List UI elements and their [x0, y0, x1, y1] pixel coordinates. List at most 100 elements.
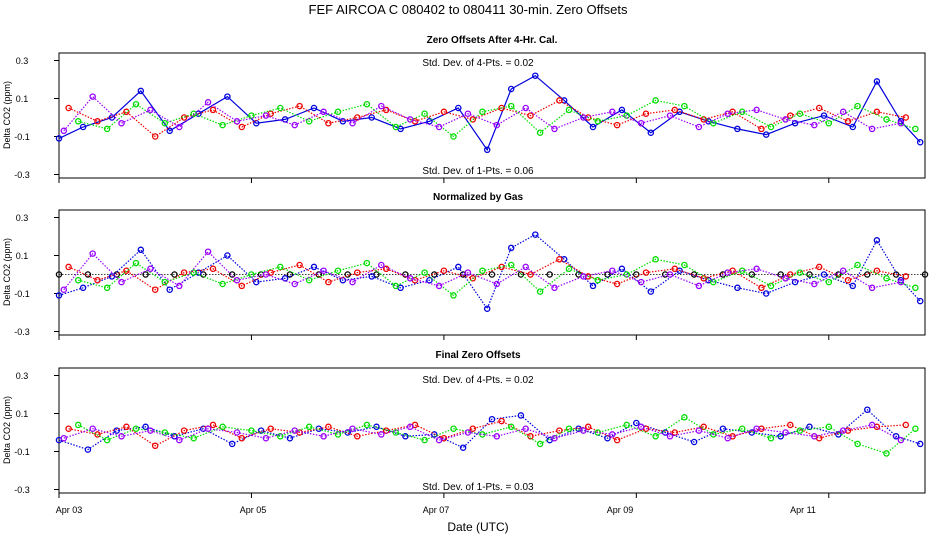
panel-3-green-point-6: [219, 423, 226, 431]
panel-3-blue-point-28: [835, 431, 842, 438]
panel-1-green-point-23: [710, 119, 717, 127]
panel-3-purple-point-11: [349, 425, 356, 432]
panel-2-green-point-10: [334, 267, 342, 274]
panel-2-red-point-26: [787, 271, 794, 278]
panel-2-green-point-16: [507, 261, 515, 269]
panel-2-green-point-19: [594, 276, 602, 284]
panel-3-green-point-22: [681, 414, 688, 421]
panel-1-purple-point-25: [753, 106, 760, 114]
panel-1-title: Zero Offsets After 4-Hr. Cal.: [427, 35, 558, 46]
x-tick-label-5: Apr 11: [790, 505, 816, 515]
panel-1-ytick-2: 0.1: [16, 94, 29, 104]
panel-2-blue-point-27: [791, 278, 799, 286]
panel-2-purple-point-16: [493, 280, 501, 288]
panel-2-purple-point-19: [580, 273, 587, 280]
panel-2-blue-point-32: [916, 297, 924, 305]
panel-2-red-point-23: [700, 275, 707, 282]
panel-2-green-point-8: [277, 263, 284, 271]
panel-3-ytick-4: -0.3: [14, 485, 30, 495]
panel-1-blue-point-11: [339, 118, 347, 125]
panel-3-blue-point-26: [777, 433, 784, 440]
panel-2-black-point-5: [171, 271, 178, 278]
panel-1-purple-point-6: [204, 99, 212, 106]
panel-3-ytick-3: -0.1: [14, 447, 30, 457]
panel-2-red-point-3: [123, 267, 130, 274]
panel-1-blue-point-4: [137, 87, 145, 95]
panel-2-purple-point-23: [695, 282, 703, 290]
panel-3-series-blue-line: [58, 408, 921, 451]
panel-1-purple-point-5: [176, 123, 183, 131]
x-tick-label-3: Apr 07: [423, 505, 450, 515]
panel-1-red-point-1: [65, 104, 72, 112]
panel-3-blue-point-9: [286, 434, 294, 442]
panel-1-green-point-26: [796, 110, 804, 117]
panel-1-red-point-27: [815, 104, 823, 112]
panel-3-green-point-18: [565, 425, 573, 432]
panel-1-green-point-25: [767, 123, 775, 131]
panel-3-purple-point-7: [233, 429, 241, 436]
panel-2-green-point-20: [623, 271, 630, 278]
panel-3-series-green-line: [77, 416, 916, 455]
panel-2-red-point-22: [671, 265, 679, 273]
panel-1-green-point-7: [248, 112, 255, 119]
panel-1-green-point-18: [565, 106, 573, 114]
panel-2-red-point-2: [94, 276, 101, 284]
panel-2-purple-point-25: [753, 265, 760, 273]
panel-3-ytick-2: 0.1: [16, 409, 29, 419]
panel-2-green-point-15: [479, 267, 486, 274]
panel-2-purple-point-7: [233, 276, 241, 284]
panel-2-green-point-5: [190, 269, 197, 276]
panel-2-blue-point-8: [253, 278, 260, 286]
panel-1-green-point-10: [334, 108, 342, 116]
panel-3-green-point-4: [161, 429, 169, 436]
panel-2-blue-point-3: [108, 273, 116, 280]
panel-2-purple-point-24: [724, 269, 731, 276]
panel-1: Zero Offsets After 4-Hr. Cal. 0.3 0.1 -0…: [2, 35, 926, 183]
panel-1-green-point-28: [854, 102, 861, 110]
panel-2-green-point-2: [103, 284, 111, 292]
panel-2-purple-point-8: [262, 271, 270, 278]
panel-1-purple-point-12: [378, 102, 385, 110]
panel-3-purple-point-23: [695, 427, 703, 434]
panel-3-green-point-9: [305, 423, 313, 431]
panel-2-blue-point-5: [166, 286, 173, 293]
panel-2-ytick-1: 0.3: [16, 213, 29, 223]
panel-3-annotation-top: Std. Dev. of 4-Pts. = 0.02: [422, 375, 534, 386]
panel-3-green-point-1: [74, 421, 82, 429]
panel-2-purple-point-30: [897, 278, 905, 286]
panel-2-black-point-1: [55, 271, 63, 278]
panel-1-purple-point-3: [118, 119, 125, 127]
panel-1-green-point-13: [421, 110, 428, 117]
panel-1-green-point-24: [738, 108, 746, 116]
panel-3-red-point-16: [498, 417, 505, 425]
panel-1-blue-point-20: [589, 123, 597, 131]
panel-1-green-point-5: [190, 110, 197, 117]
panel-1-purple-point-24: [724, 110, 731, 117]
panel-2-red-point-1: [65, 263, 72, 271]
panel-1-red-point-20: [613, 121, 621, 129]
panel-1-blue-point-1: [55, 135, 63, 142]
panel-3-purple-point-22: [666, 433, 674, 440]
panel-2-green-point-17: [536, 288, 544, 295]
panel-1-ytick-1: 0.3: [16, 56, 29, 66]
panel-2-red-point-9: [296, 261, 303, 269]
panel-1-green-point-20: [623, 112, 630, 119]
panel-3-red-point-30: [902, 421, 910, 429]
panel-1-purple-point-28: [839, 108, 847, 116]
panel-1-green-point-4: [161, 119, 169, 127]
panel-1-green-point-29: [883, 116, 890, 123]
panel-3-purple-point-17: [522, 425, 529, 432]
panel-2-red-point-16: [498, 263, 505, 271]
panel-3-annotation-bottom: Std. Dev. of 1-Pts. = 0.03: [422, 482, 534, 493]
panel-3-purple-point-14: [435, 436, 443, 444]
panel-1-purple-point-15: [464, 110, 472, 117]
panel-2-red-point-11: [354, 269, 361, 276]
panel-2-blue-point-4: [137, 246, 145, 254]
panel-1-red-point-4: [151, 133, 159, 140]
panel-1-green-point-17: [536, 129, 544, 136]
panel-3-plot-area: [54, 375, 924, 498]
panel-2-purple-point-4: [147, 265, 154, 273]
panel-3: Final Zero Offsets 0.3 0.1 -0.1 -0.3 Del…: [2, 350, 926, 498]
panel-2-red-point-7: [238, 282, 246, 290]
panel-1-red-point-21: [642, 110, 650, 117]
